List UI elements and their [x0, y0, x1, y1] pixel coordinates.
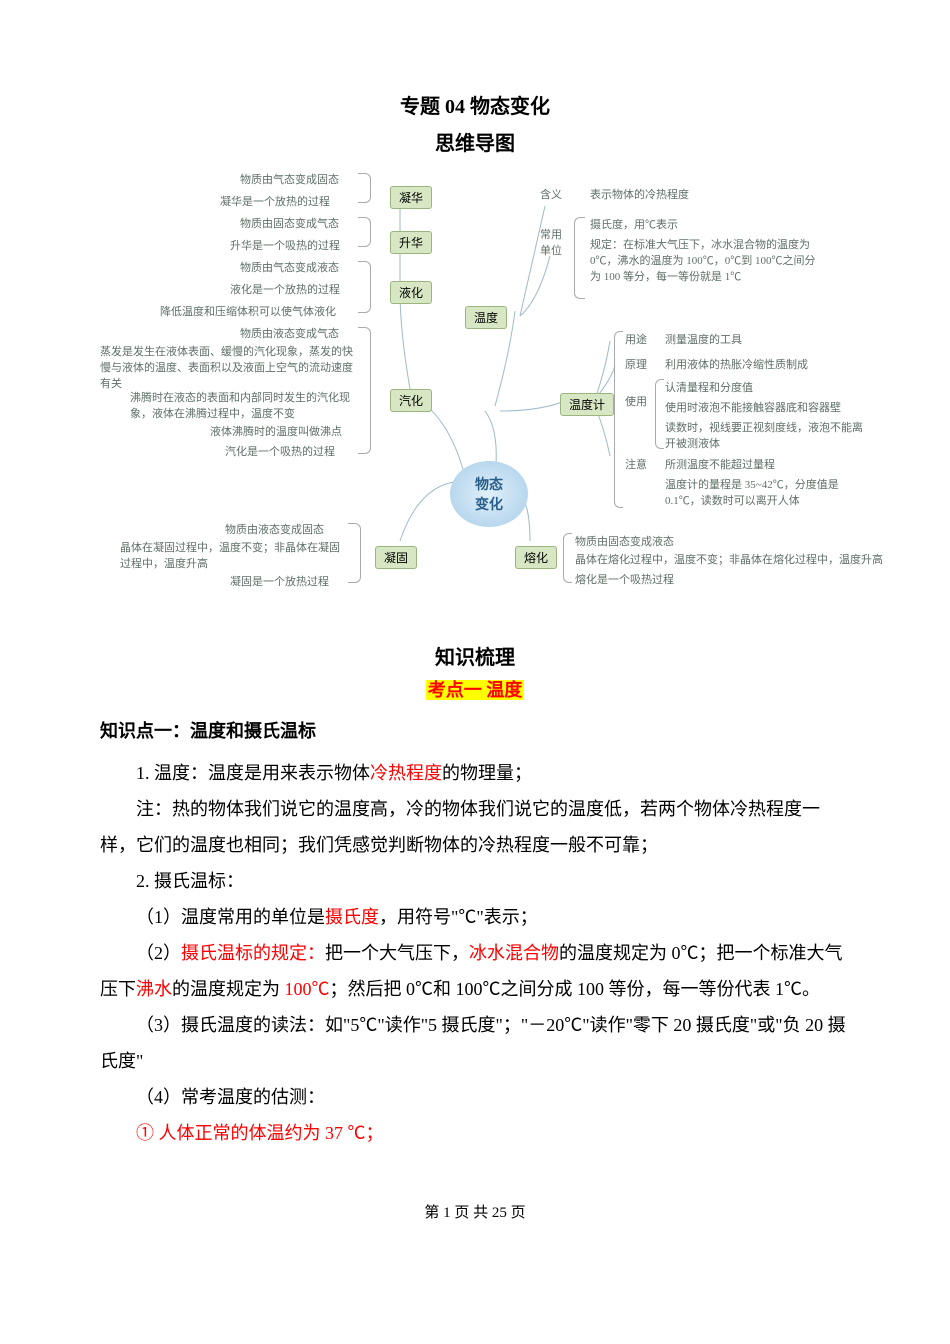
leaf-b3: 熔化是一个吸热过程 — [575, 571, 674, 587]
p5i: ；然后把 0℃和 100℃之间分成 100 等份，每一等份代表 1℃。 — [330, 979, 821, 999]
leaf-l12: 汽化是一个吸热的过程 — [225, 443, 335, 459]
leaf-l7: 降低温度和压缩体积可以使气体液化 — [160, 303, 336, 319]
leaf-r3b: 测量温度的工具 — [665, 331, 742, 347]
leaf-l6: 液化是一个放热的过程 — [230, 281, 340, 297]
para-5: （2）摄氏温标的规定：把一个大气压下，冰水混合物的温度规定为 0℃；把一个标准大… — [100, 935, 850, 1007]
bracket-l-4 — [358, 327, 371, 454]
p5c: 把一个大气压下， — [325, 943, 469, 963]
bracket-r-1 — [574, 217, 585, 299]
section-title: 知识梳理 — [100, 641, 850, 670]
p4c: ，用符号"℃"表示； — [379, 907, 538, 927]
para-3: 2. 摄氏温标： — [100, 863, 850, 899]
p1a: 1. 温度：温度是用来表示物体 — [136, 763, 370, 783]
para-4: （1）温度常用的单位是摄氏度，用符号"℃"表示； — [100, 899, 850, 935]
leaf-b1: 物质由固态变成液态 — [575, 533, 674, 549]
p1b: 冷热程度 — [370, 763, 442, 783]
node-ninggu: 凝固 — [375, 546, 417, 569]
node-qihua: 汽化 — [390, 389, 432, 412]
leaf-l8: 物质由液态变成气态 — [240, 325, 339, 341]
leaf-r2: 常用单位 — [540, 226, 570, 258]
leaf-r4b: 利用液体的热胀冷缩性质制成 — [665, 356, 808, 372]
p1c: 的物理量； — [442, 763, 532, 783]
p5d: 冰水混合物 — [469, 943, 559, 963]
node-shenghua: 升华 — [390, 231, 432, 254]
leaf-l2: 凝华是一个放热的过程 — [220, 193, 330, 209]
center-line1: 物态 — [475, 474, 503, 494]
bracket-l-1 — [358, 173, 371, 203]
node-wenduji: 温度计 — [560, 393, 614, 416]
center-node: 物态 变化 — [450, 461, 528, 527]
leaf-l14: 晶体在凝固过程中，温度不变；非晶体在凝固过程中，温度升高 — [120, 539, 345, 571]
leaf-r5: 使用 — [625, 393, 647, 409]
leaf-b2: 晶体在熔化过程中，温度不变；非晶体在熔化过程中，温度升高 — [575, 551, 883, 567]
doc-title: 专题 04 物态变化 — [100, 90, 850, 119]
highlight-text: 考点一 温度 — [426, 680, 525, 700]
leaf-l1: 物质由气态变成固态 — [240, 171, 339, 187]
leaf-r4: 原理 — [625, 356, 647, 372]
leaf-r6b: 所测温度不能超过量程 — [665, 456, 775, 472]
para-1: 1. 温度：温度是用来表示物体冷热程度的物理量； — [100, 755, 850, 791]
para-8: ① 人体正常的体温约为 37 ℃； — [100, 1115, 850, 1151]
node-wendu: 温度 — [465, 306, 507, 329]
leaf-l13: 物质由液态变成固态 — [225, 521, 324, 537]
leaf-l5: 物质由气态变成液态 — [240, 259, 339, 275]
leaf-r7: 温度计的量程是 35~42℃，分度值是 0.1℃，读数时可以离开人体 — [665, 476, 865, 508]
para-6: （3）摄氏温度的读法：如"5℃"读作"5 摄氏度"；"－20℃"读作"零下 20… — [100, 1007, 850, 1079]
node-ronghua: 熔化 — [515, 546, 557, 569]
leaf-l4: 升华是一个吸热的过程 — [230, 237, 340, 253]
node-ninghua: 凝华 — [390, 186, 432, 209]
leaf-l10: 沸腾时在液态的表面和内部同时发生的汽化现象，液体在沸腾过程中，温度不变 — [130, 389, 365, 421]
leaf-r3: 用途 — [625, 331, 647, 347]
bracket-r-3 — [655, 379, 664, 449]
bracket-r-4 — [563, 533, 572, 583]
bracket-l-2 — [358, 217, 371, 247]
bracket-r-2 — [614, 331, 623, 508]
p5g: 的温度规定为 — [172, 979, 285, 999]
leaf-l15: 凝固是一个放热过程 — [230, 573, 329, 589]
subtitle: 思维导图 — [100, 127, 850, 156]
node-yehua: 液化 — [390, 281, 432, 304]
leaf-r1: 含义 — [540, 186, 562, 202]
para-7: （4）常考温度的估测： — [100, 1079, 850, 1115]
p5h: 100℃ — [285, 979, 330, 999]
mindmap-diagram: 物态 变化 凝华 升华 液化 汽化 凝固 熔化 温度 温度计 物质由气态变成固态… — [100, 171, 850, 621]
page-footer: 第 1 页 共 25 页 — [100, 1201, 850, 1222]
leaf-r6: 注意 — [625, 456, 647, 472]
center-line2: 变化 — [475, 494, 503, 514]
leaf-r2b: 规定：在标准大气压下，冰水混合物的温度为 0℃，沸水的温度为 100℃，0℃到 … — [590, 236, 820, 284]
leaf-r5c: 读数时，视线要正视刻度线，液泡不能离开被测液体 — [665, 419, 865, 451]
para-2: 注：热的物体我们说它的温度高，冷的物体我们说它的温度低，若两个物体冷热程度一样，… — [100, 791, 850, 863]
bracket-l-5 — [348, 523, 361, 583]
leaf-l3: 物质由固态变成气态 — [240, 215, 339, 231]
p4b: 摄氏度 — [325, 907, 379, 927]
highlight-title: 考点一 温度 — [100, 676, 850, 702]
leaf-r1b: 表示物体的冷热程度 — [590, 186, 689, 202]
p5a: （2） — [136, 943, 181, 963]
leaf-l9: 蒸发是发生在液体表面、缓慢的汽化现象，蒸发的快慢与液体的温度、表面积以及液面上空… — [100, 343, 360, 391]
leaf-r5a: 认清量程和分度值 — [665, 379, 753, 395]
leaf-r5b: 使用时液泡不能接触容器底和容器壁 — [665, 399, 841, 415]
p5f: 沸水 — [136, 979, 172, 999]
bracket-l-3 — [358, 261, 371, 313]
p5b: 摄氏温标的规定： — [181, 943, 325, 963]
leaf-r2a: 摄氏度，用℃表示 — [590, 216, 678, 232]
leaf-l11: 液体沸腾时的温度叫做沸点 — [210, 423, 342, 439]
heading3: 知识点一：温度和摄氏温标 — [100, 717, 850, 743]
p4a: （1）温度常用的单位是 — [136, 907, 325, 927]
